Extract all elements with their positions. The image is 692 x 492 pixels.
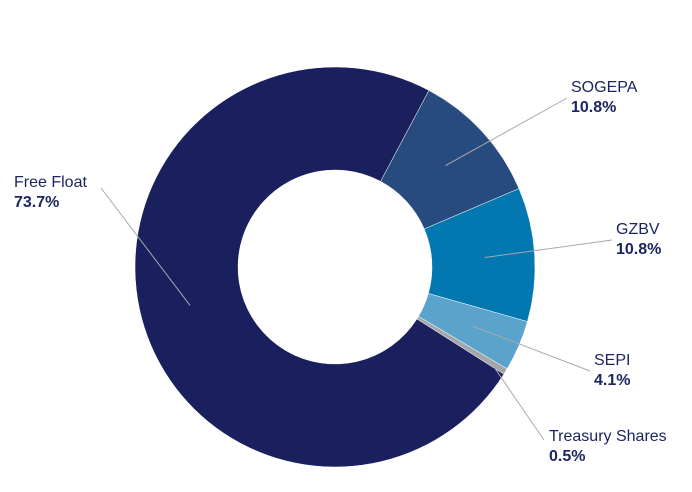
label-treasury-value: 0.5% xyxy=(549,448,585,465)
leader-lines xyxy=(100,97,613,441)
leader-line-treasury-shares xyxy=(490,362,545,441)
leader-line-sepi xyxy=(472,325,591,372)
label-freefloat-name: Free Float xyxy=(14,174,87,191)
leader-line-gzbv xyxy=(484,239,613,259)
label-gzbv-value: 10.8% xyxy=(616,241,661,258)
label-sepi-value: 4.1% xyxy=(594,372,630,389)
leader-line-free-float xyxy=(100,187,191,306)
label-freefloat-value: 73.7% xyxy=(14,194,59,211)
leader-line-sogepa xyxy=(445,97,568,167)
donut-slices xyxy=(134,66,536,468)
label-gzbv-name: GZBV xyxy=(616,221,660,238)
label-treasury-name: Treasury Shares xyxy=(549,428,667,445)
label-sogepa-value: 10.8% xyxy=(571,99,616,116)
slice-free-float xyxy=(134,66,505,468)
label-sogepa-name: SOGEPA xyxy=(571,79,638,96)
label-sepi-name: SEPI xyxy=(594,352,630,369)
